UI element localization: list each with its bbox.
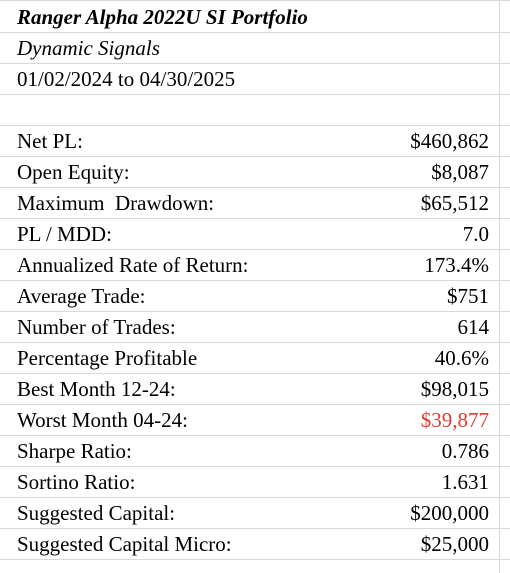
metric-label: Maximum Drawdown: bbox=[17, 191, 215, 215]
metric-label: Sharpe Ratio: bbox=[17, 439, 132, 463]
metric-label: Best Month 12-24: bbox=[17, 377, 176, 401]
metric-value: $751 bbox=[447, 284, 489, 308]
metric-value: $8,087 bbox=[431, 160, 489, 184]
metric-row-percentage-profitable[interactable]: Percentage Profitable 40.6% bbox=[0, 343, 510, 374]
metric-label: Net PL: bbox=[17, 129, 83, 153]
metric-value: 614 bbox=[457, 315, 490, 339]
metric-value: 0.786 bbox=[441, 439, 489, 463]
metric-row-suggested-capital-micro[interactable]: Suggested Capital Micro: $25,000 bbox=[0, 529, 510, 560]
subtitle-row[interactable]: Dynamic Signals bbox=[0, 33, 510, 64]
metric-row-suggested-capital[interactable]: Suggested Capital: $200,000 bbox=[0, 498, 510, 529]
metric-value: 7.0 bbox=[462, 222, 489, 246]
metric-row-max-drawdown[interactable]: Maximum Drawdown: $65,512 bbox=[0, 188, 510, 219]
metric-value: 1.631 bbox=[441, 470, 489, 494]
metric-label: Sortino Ratio: bbox=[17, 470, 136, 494]
metric-row-number-of-trades[interactable]: Number of Trades: 614 bbox=[0, 312, 510, 343]
metric-row-sharpe-ratio[interactable]: Sharpe Ratio: 0.786 bbox=[0, 436, 510, 467]
gridline bbox=[0, 0, 510, 1]
metric-label: Worst Month 04-24: bbox=[17, 408, 188, 432]
metric-label: Suggested Capital: bbox=[17, 501, 176, 525]
portfolio-title: Ranger Alpha 2022U SI Portfolio bbox=[17, 5, 308, 29]
metric-value-negative: $39,877 bbox=[420, 408, 489, 432]
metric-label: Number of Trades: bbox=[17, 315, 176, 339]
metric-label: Suggested Capital Micro: bbox=[17, 532, 232, 556]
empty-row[interactable] bbox=[0, 95, 510, 126]
metric-value: $65,512 bbox=[420, 191, 489, 215]
metric-label: Annualized Rate of Return: bbox=[17, 253, 249, 277]
metric-label: Average Trade: bbox=[17, 284, 146, 308]
metric-row-open-equity[interactable]: Open Equity: $8,087 bbox=[0, 157, 510, 188]
metric-value: 173.4% bbox=[424, 253, 489, 277]
title-row[interactable]: Ranger Alpha 2022U SI Portfolio bbox=[0, 2, 510, 33]
metric-row-best-month[interactable]: Best Month 12-24: $98,015 bbox=[0, 374, 510, 405]
metric-value: $200,000 bbox=[410, 501, 489, 525]
metric-label: Percentage Profitable bbox=[17, 346, 198, 370]
metric-row-pl-mdd[interactable]: PL / MDD: 7.0 bbox=[0, 219, 510, 250]
metric-label: Open Equity: bbox=[17, 160, 130, 184]
metric-row-worst-month[interactable]: Worst Month 04-24: $39,877 bbox=[0, 405, 510, 436]
metric-value: $98,015 bbox=[420, 377, 489, 401]
metric-value: $460,862 bbox=[410, 129, 489, 153]
date-range-row[interactable]: 01/02/2024 to 04/30/2025 bbox=[0, 64, 510, 95]
metric-row-net-pl[interactable]: Net PL: $460,862 bbox=[0, 126, 510, 157]
metric-row-annualized-return[interactable]: Annualized Rate of Return: 173.4% bbox=[0, 250, 510, 281]
metric-value: 40.6% bbox=[434, 346, 489, 370]
date-range: 01/02/2024 to 04/30/2025 bbox=[17, 67, 236, 91]
signals-subtitle: Dynamic Signals bbox=[17, 36, 160, 60]
metric-value: $25,000 bbox=[420, 532, 489, 556]
metric-row-sortino-ratio[interactable]: Sortino Ratio: 1.631 bbox=[0, 467, 510, 498]
metric-row-average-trade[interactable]: Average Trade: $751 bbox=[0, 281, 510, 312]
metric-label: PL / MDD: bbox=[17, 222, 112, 246]
